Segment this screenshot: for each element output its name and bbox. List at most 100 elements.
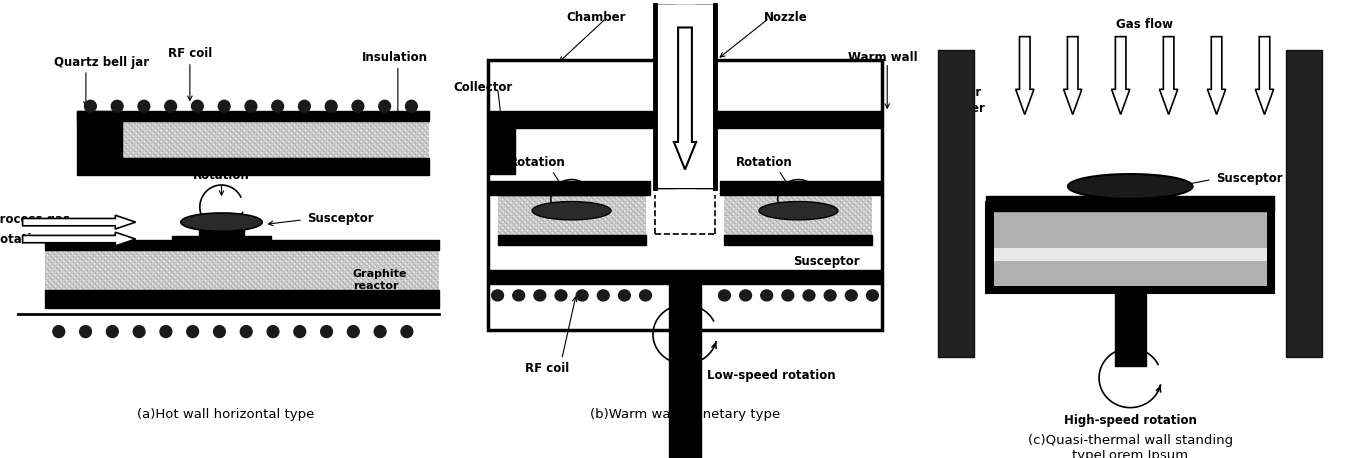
Circle shape — [825, 290, 836, 301]
Bar — [45, 250, 438, 291]
Bar — [719, 181, 882, 195]
Circle shape — [133, 326, 145, 338]
Circle shape — [401, 326, 412, 338]
Text: Nozzle: Nozzle — [764, 11, 808, 24]
Bar — [122, 121, 430, 158]
Circle shape — [186, 326, 199, 338]
Circle shape — [325, 100, 337, 112]
Bar — [497, 235, 645, 245]
Text: Collector: Collector — [453, 81, 512, 93]
Text: Rotation: Rotation — [736, 157, 792, 169]
Circle shape — [164, 100, 177, 112]
Circle shape — [534, 290, 545, 301]
Bar — [656, 5, 714, 188]
Circle shape — [406, 100, 418, 112]
Bar — [199, 229, 244, 237]
Bar — [1286, 50, 1322, 357]
Circle shape — [740, 290, 752, 301]
Bar — [45, 250, 438, 291]
Ellipse shape — [181, 213, 262, 231]
Circle shape — [107, 326, 118, 338]
Text: (c)Quasi-thermal wall standing
typeLorem Ipsum: (c)Quasi-thermal wall standing typeLorem… — [1028, 434, 1233, 458]
FancyArrow shape — [674, 27, 696, 169]
Text: Chamber: Chamber — [566, 11, 626, 24]
Bar — [497, 195, 645, 243]
Bar — [488, 128, 515, 174]
Text: Rotation: Rotation — [193, 169, 249, 182]
Circle shape — [111, 100, 123, 112]
Text: RF coil: RF coil — [167, 48, 212, 60]
Text: Susceptor: Susceptor — [307, 213, 374, 225]
Circle shape — [271, 100, 284, 112]
Bar — [497, 195, 645, 243]
Circle shape — [866, 290, 878, 301]
Bar — [122, 121, 430, 158]
FancyArrow shape — [1255, 37, 1274, 114]
FancyArrow shape — [1111, 37, 1130, 114]
FancyArrow shape — [1159, 37, 1178, 114]
FancyArrow shape — [1015, 37, 1034, 114]
Bar — [986, 196, 1274, 211]
Bar — [171, 236, 271, 245]
Circle shape — [760, 290, 773, 301]
Bar — [488, 181, 651, 195]
Ellipse shape — [1069, 174, 1192, 199]
Circle shape — [803, 290, 815, 301]
Circle shape — [160, 326, 171, 338]
Text: Gas flow: Gas flow — [1117, 18, 1173, 31]
Circle shape — [299, 100, 310, 112]
Bar — [122, 121, 430, 158]
Ellipse shape — [759, 202, 838, 220]
Bar — [488, 270, 882, 284]
Circle shape — [245, 100, 256, 112]
Text: High-speed rotation: High-speed rotation — [1064, 414, 1196, 427]
Circle shape — [214, 326, 225, 338]
FancyArrow shape — [22, 215, 136, 229]
Circle shape — [192, 100, 203, 112]
Circle shape — [555, 290, 567, 301]
Bar — [725, 195, 873, 243]
Bar — [45, 240, 438, 250]
Circle shape — [492, 290, 504, 301]
Circle shape — [640, 290, 652, 301]
Bar — [725, 235, 873, 245]
Text: (b)Warm wall planetary type: (b)Warm wall planetary type — [590, 409, 780, 421]
Circle shape — [240, 326, 252, 338]
Bar — [122, 158, 430, 175]
Bar — [77, 111, 122, 175]
Bar — [938, 50, 974, 357]
Bar — [695, 5, 715, 188]
Circle shape — [577, 290, 588, 301]
Circle shape — [321, 326, 333, 338]
Circle shape — [267, 326, 279, 338]
Circle shape — [348, 326, 359, 338]
Text: Susceptor: Susceptor — [793, 255, 860, 267]
Circle shape — [79, 326, 92, 338]
Text: Low-speed rotation: Low-speed rotation — [707, 369, 836, 382]
Bar — [45, 250, 438, 291]
FancyArrow shape — [22, 232, 136, 246]
Text: Insulation: Insulation — [362, 51, 427, 64]
Circle shape — [618, 290, 630, 301]
Text: Lower
heater: Lower heater — [1191, 246, 1234, 276]
Circle shape — [352, 100, 364, 112]
Circle shape — [845, 290, 858, 301]
Text: Warm wall: Warm wall — [848, 51, 918, 64]
Bar — [655, 5, 715, 188]
Bar — [45, 290, 438, 308]
Text: (a)Hot wall horizontal type: (a)Hot wall horizontal type — [137, 409, 315, 421]
Circle shape — [512, 290, 525, 301]
Circle shape — [138, 100, 149, 112]
Bar — [488, 60, 882, 330]
Bar — [669, 283, 701, 458]
Text: Upper
beater: Upper beater — [941, 86, 985, 115]
Circle shape — [597, 290, 610, 301]
Bar — [1108, 186, 1152, 197]
Bar — [986, 202, 1274, 293]
Circle shape — [378, 100, 390, 112]
FancyArrow shape — [1207, 37, 1226, 114]
Text: Rotation gas: Rotation gas — [0, 233, 75, 245]
Text: Process gas: Process gas — [0, 213, 70, 226]
Text: Quartz bell jar: Quartz bell jar — [55, 56, 149, 69]
Text: Gas flow: Gas flow — [656, 9, 714, 22]
